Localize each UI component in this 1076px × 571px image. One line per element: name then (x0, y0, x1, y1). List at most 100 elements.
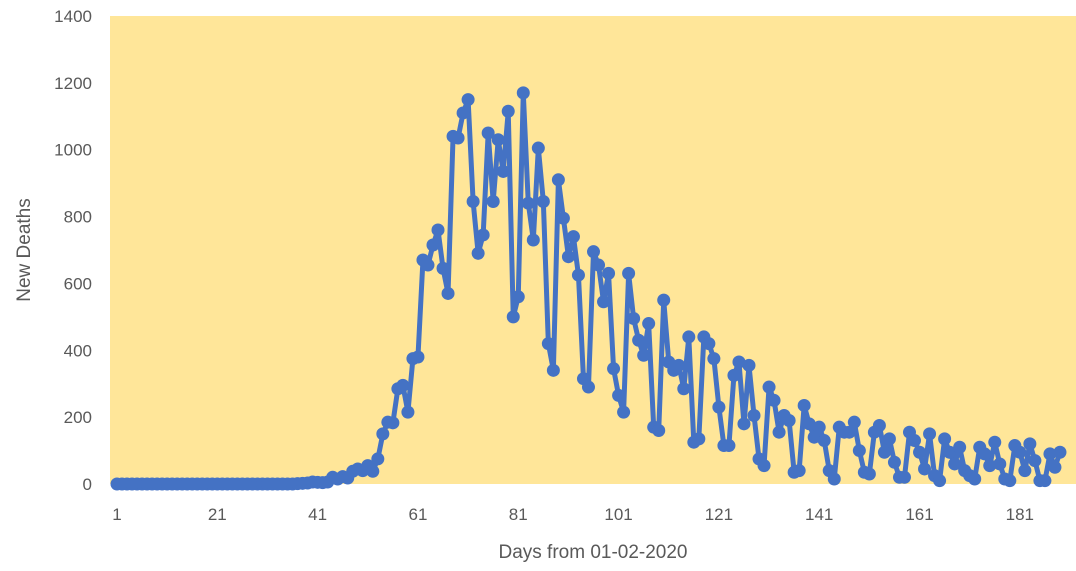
x-tick-label: 101 (604, 505, 632, 524)
data-point (637, 348, 651, 362)
data-point (371, 452, 385, 466)
data-point (827, 472, 841, 486)
data-point (617, 405, 631, 419)
data-point (476, 228, 490, 242)
data-point (581, 380, 595, 394)
data-point (441, 286, 455, 300)
data-point (847, 415, 861, 429)
data-point (692, 432, 706, 446)
data-point (988, 435, 1002, 449)
x-tick-label: 81 (509, 505, 528, 524)
data-point (938, 432, 952, 446)
data-point (923, 427, 937, 441)
data-point (1028, 454, 1042, 468)
data-point (933, 474, 947, 488)
data-point (702, 337, 716, 351)
data-point (747, 408, 761, 422)
data-point (1043, 447, 1057, 461)
y-axis-title: New Deaths (14, 198, 35, 302)
x-tick-label: 121 (705, 505, 733, 524)
data-point (817, 434, 831, 448)
data-point (481, 126, 495, 140)
x-axis-title: Days from 01-02-2020 (498, 542, 687, 563)
x-tick-label: 41 (308, 505, 327, 524)
x-tick-label: 161 (905, 505, 933, 524)
x-tick-label: 1 (112, 505, 121, 524)
data-point (707, 352, 721, 366)
data-point (727, 368, 741, 382)
y-tick-label: 0 (83, 475, 92, 494)
data-point (953, 440, 967, 454)
x-axis: 1 21 41 61 81 101 121 141 161 181 (112, 505, 1034, 524)
data-point (466, 195, 480, 209)
data-point (612, 388, 626, 402)
data-point (968, 472, 982, 486)
data-point (677, 382, 691, 396)
data-point (491, 133, 505, 147)
data-point (652, 424, 666, 438)
data-point (486, 195, 500, 209)
data-point (496, 164, 510, 178)
data-point (887, 455, 901, 469)
x-tick-label: 61 (408, 505, 427, 524)
data-point (642, 317, 656, 331)
data-point (872, 419, 886, 432)
data-point (396, 378, 410, 392)
data-point (842, 425, 856, 439)
data-point (536, 195, 550, 209)
data-point (587, 245, 600, 259)
data-point (757, 459, 771, 473)
data-point (526, 233, 540, 247)
data-point (672, 358, 686, 372)
data-point (461, 93, 475, 107)
data-point (1038, 474, 1052, 488)
y-tick-label: 1200 (54, 74, 92, 93)
data-point (782, 413, 796, 427)
data-point (602, 266, 616, 280)
data-point (657, 293, 671, 307)
data-point (426, 238, 440, 252)
data-point (802, 417, 816, 431)
data-point (978, 447, 992, 461)
data-point (471, 246, 485, 260)
data-point (767, 393, 781, 407)
x-tick-label: 181 (1006, 505, 1034, 524)
data-point (506, 310, 520, 324)
data-point (1048, 460, 1062, 474)
data-point (993, 457, 1007, 471)
data-point (556, 211, 570, 225)
data-point (722, 439, 736, 453)
data-point (451, 131, 465, 145)
data-point (592, 258, 606, 272)
data-point (511, 290, 525, 304)
data-point (897, 470, 911, 484)
data-point (1003, 474, 1017, 488)
data-point (682, 330, 696, 344)
data-point (411, 350, 425, 364)
data-point (566, 230, 580, 244)
data-point (501, 104, 515, 118)
data-point (436, 261, 450, 275)
data-point (386, 416, 400, 430)
data-point (627, 312, 641, 326)
data-point (561, 250, 575, 264)
data-point (908, 434, 922, 448)
data-point (877, 445, 891, 459)
data-point (1013, 445, 1027, 459)
data-point (812, 420, 826, 434)
y-tick-label: 1000 (54, 141, 92, 160)
data-point (792, 464, 806, 478)
data-point (541, 337, 555, 351)
y-axis: 0 200 400 600 800 1000 1200 1400 (54, 7, 92, 494)
data-point (607, 362, 621, 376)
data-point (852, 444, 866, 458)
data-point (1053, 445, 1067, 459)
data-point (882, 432, 896, 446)
data-point (807, 430, 821, 444)
data-point (622, 266, 636, 280)
data-point (401, 405, 415, 419)
data-point (712, 400, 726, 414)
data-point (546, 363, 560, 377)
data-point (521, 196, 535, 210)
y-tick-label: 200 (64, 408, 92, 427)
